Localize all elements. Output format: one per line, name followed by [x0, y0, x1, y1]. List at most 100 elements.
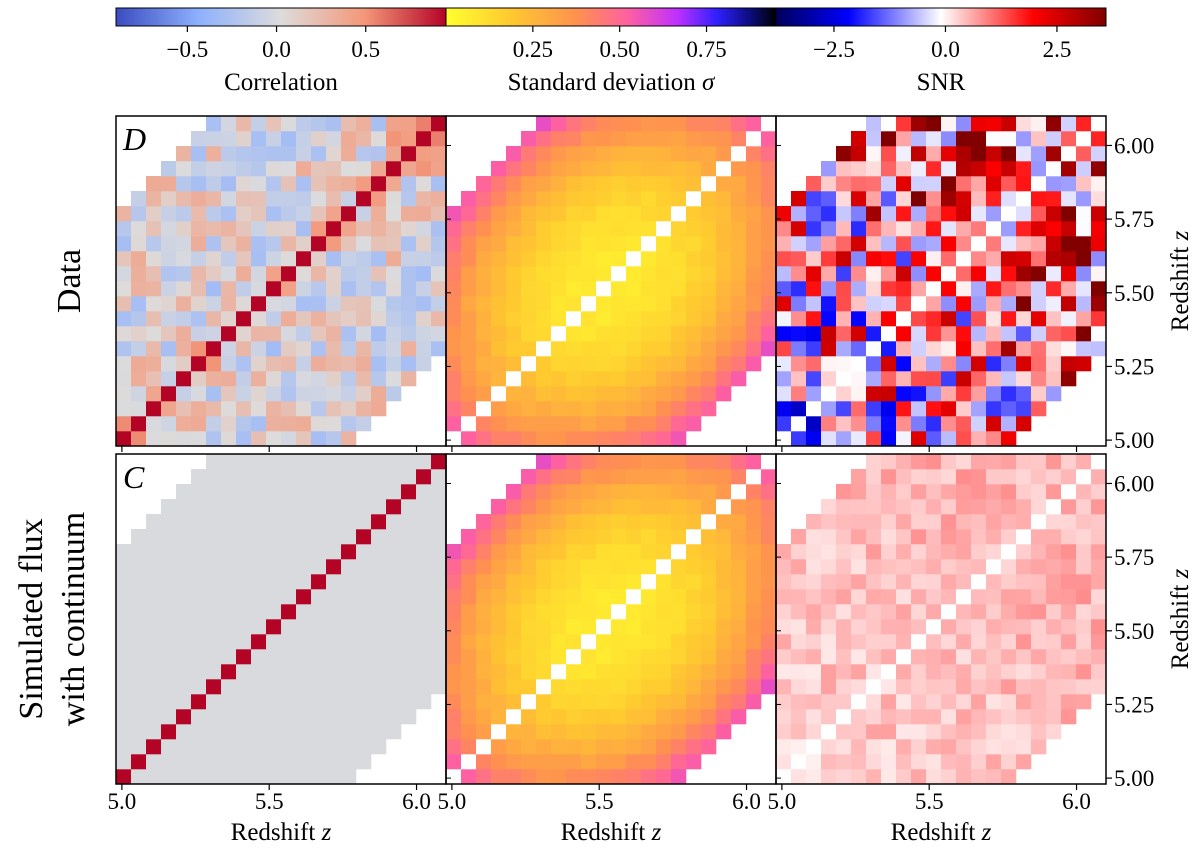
- cell: [941, 664, 957, 680]
- cell: [206, 529, 222, 545]
- cell: [371, 401, 387, 417]
- cell: [956, 386, 972, 402]
- cell: [476, 221, 492, 237]
- cell: [866, 469, 882, 485]
- cell: [926, 544, 942, 560]
- cell: [371, 236, 387, 252]
- cell: [146, 386, 162, 402]
- cell: [836, 251, 852, 267]
- cell: [161, 176, 177, 192]
- cell: [806, 266, 822, 282]
- cell: [1091, 281, 1107, 297]
- cell: [566, 634, 582, 650]
- cell: [956, 709, 972, 725]
- cell: [1031, 281, 1047, 297]
- cell: [566, 236, 582, 252]
- cell: [896, 514, 912, 530]
- cell: [311, 221, 327, 237]
- colorbar-tick-label: −2.5: [813, 37, 855, 62]
- cell: [641, 649, 657, 665]
- cell: [146, 514, 162, 530]
- cell: [1076, 619, 1092, 635]
- cell: [776, 664, 792, 680]
- cell: [131, 266, 147, 282]
- cell: [326, 386, 342, 402]
- cell: [671, 251, 687, 267]
- cell: [656, 739, 672, 755]
- cell: [641, 161, 657, 177]
- cell: [851, 371, 867, 387]
- cell: [236, 251, 252, 267]
- cell: [236, 176, 252, 192]
- cell: [821, 341, 837, 357]
- cell: [926, 386, 942, 402]
- cell: [641, 296, 657, 312]
- cell: [1091, 116, 1107, 132]
- cell: [926, 679, 942, 695]
- cell: [341, 281, 357, 297]
- cell: [731, 341, 747, 357]
- cell: [206, 499, 222, 515]
- cell: [926, 191, 942, 207]
- cell: [401, 266, 417, 282]
- cell: [851, 386, 867, 402]
- cell: [716, 679, 732, 695]
- cell: [491, 221, 507, 237]
- cell: [641, 206, 657, 222]
- cell: [836, 589, 852, 605]
- cell: [1091, 679, 1107, 695]
- cell: [1016, 311, 1032, 327]
- cell: [251, 161, 267, 177]
- cell: [1046, 251, 1062, 267]
- cell: [881, 499, 897, 515]
- cell: [1031, 694, 1047, 710]
- cell: [881, 386, 897, 402]
- cell: [761, 649, 777, 665]
- cell: [641, 739, 657, 755]
- cell: [176, 619, 192, 635]
- cell: [416, 634, 432, 650]
- cell: [731, 161, 747, 177]
- cell: [281, 559, 297, 575]
- cell: [446, 356, 462, 372]
- cell: [536, 709, 552, 725]
- cell: [761, 559, 777, 575]
- cell: [596, 454, 612, 470]
- cell: [251, 499, 267, 515]
- cell: [956, 191, 972, 207]
- cell: [131, 431, 147, 447]
- cell: [866, 236, 882, 252]
- cell: [611, 431, 627, 447]
- cell: [236, 529, 252, 545]
- cell: [686, 679, 702, 695]
- cell: [596, 664, 612, 680]
- cell: [941, 206, 957, 222]
- cell: [671, 619, 687, 635]
- cell: [506, 371, 522, 387]
- cell: [191, 709, 207, 725]
- cell: [506, 236, 522, 252]
- cell: [146, 431, 162, 447]
- cell: [851, 589, 867, 605]
- cell: [716, 619, 732, 635]
- cell: [1001, 559, 1017, 575]
- cell: [296, 634, 312, 650]
- cell: [686, 664, 702, 680]
- cell: [326, 416, 342, 432]
- cell: [806, 341, 822, 357]
- cell: [581, 679, 597, 695]
- cell: [296, 356, 312, 372]
- row-label-sim-line1: Simulated flux: [13, 518, 50, 719]
- cell: [851, 739, 867, 755]
- cell: [776, 236, 792, 252]
- cell: [791, 559, 807, 575]
- cell: [761, 311, 777, 327]
- cell: [191, 236, 207, 252]
- cell: [866, 131, 882, 147]
- cell: [761, 484, 777, 500]
- cell: [956, 754, 972, 770]
- cell: [296, 236, 312, 252]
- cell: [131, 694, 147, 710]
- cell: [671, 116, 687, 132]
- cell: [476, 371, 492, 387]
